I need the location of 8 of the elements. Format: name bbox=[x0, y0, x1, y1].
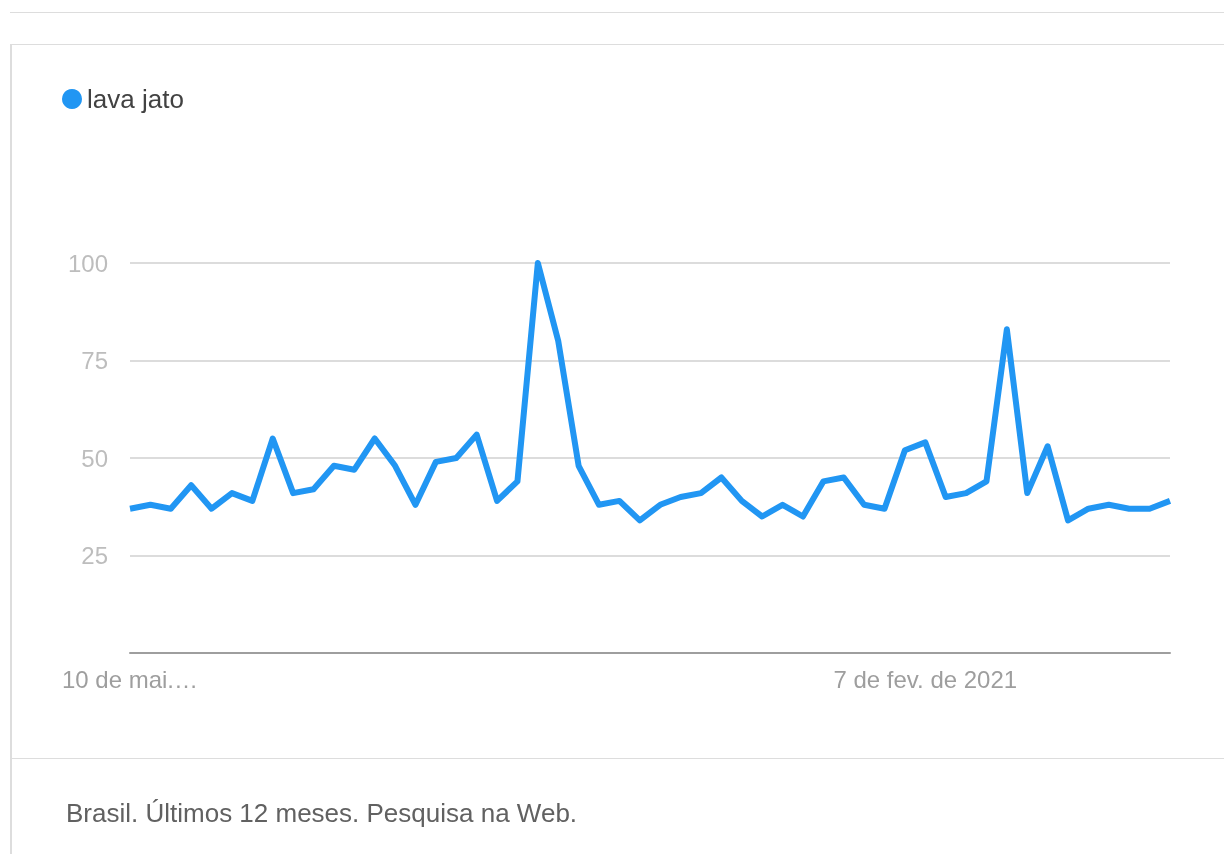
y-tick-label: 75 bbox=[81, 347, 108, 374]
legend-label: lava jato bbox=[87, 84, 184, 114]
y-tick-label: 25 bbox=[81, 542, 108, 569]
x-tick-label: 7 de fev. de 2021 bbox=[833, 665, 1018, 693]
y-tick-label: 50 bbox=[81, 444, 108, 472]
y-tick-label: 100 bbox=[67, 249, 108, 277]
x-tick-label: 10 de mai.… bbox=[61, 665, 199, 693]
text: Brasil. Últimos 12 meses. Pesquisa na Web. bbox=[66, 798, 578, 829]
